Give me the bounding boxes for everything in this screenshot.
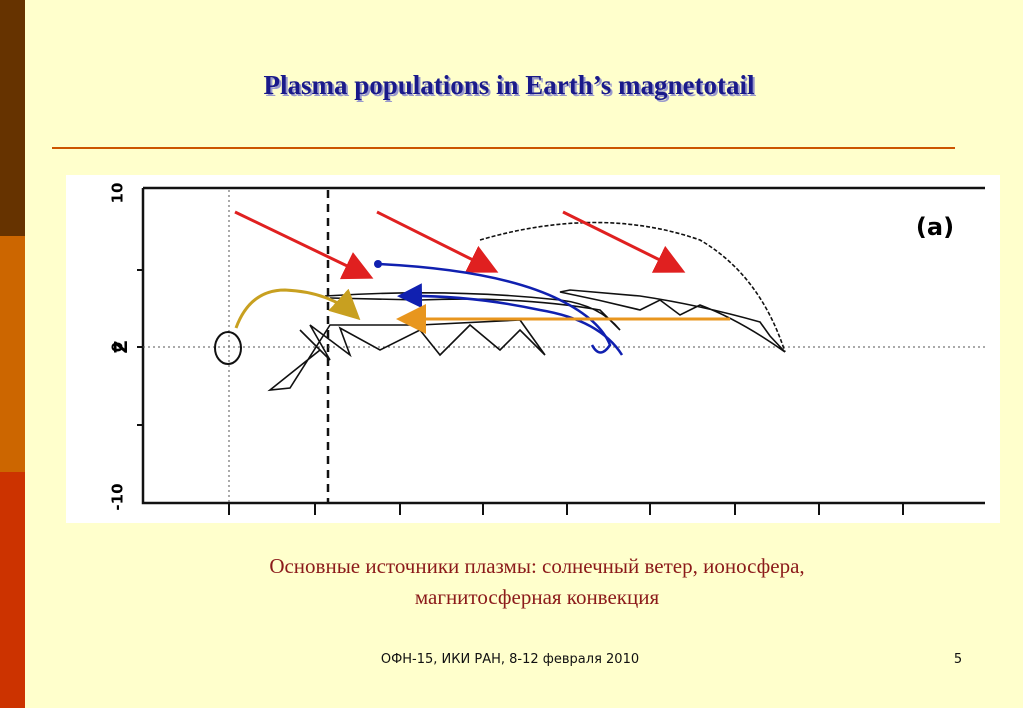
title-shadow: Plasma populations in Earth’s magnetotai… — [265, 72, 757, 102]
panel-label: (a) — [916, 213, 954, 241]
tick-marks — [137, 269, 904, 515]
side-strip — [0, 236, 25, 472]
tick-label: -10 — [109, 483, 127, 510]
side-strip — [0, 0, 25, 236]
source-arrows — [234, 210, 730, 356]
tick-label: 10 — [109, 183, 127, 204]
axis-label: Z — [111, 340, 132, 353]
tick-label: 0 — [109, 342, 127, 352]
slide-title: Plasma populations in Earth’s magnetotai… — [263, 70, 755, 100]
footer: ОФН-15, ИКИ РАН, 8-12 февраля 2010 — [381, 652, 639, 667]
earth — [214, 331, 242, 365]
figure-bg — [66, 175, 1000, 523]
side-strip — [0, 472, 25, 708]
axes-frame — [141, 186, 985, 505]
page-number: 5 — [954, 652, 962, 667]
caption-line: магнитосферная конвекция — [415, 585, 660, 609]
caption-line: Основные источники плазмы: солнечный вет… — [269, 554, 804, 578]
figure: Z 10 0 -10 (a) — [66, 175, 1000, 523]
